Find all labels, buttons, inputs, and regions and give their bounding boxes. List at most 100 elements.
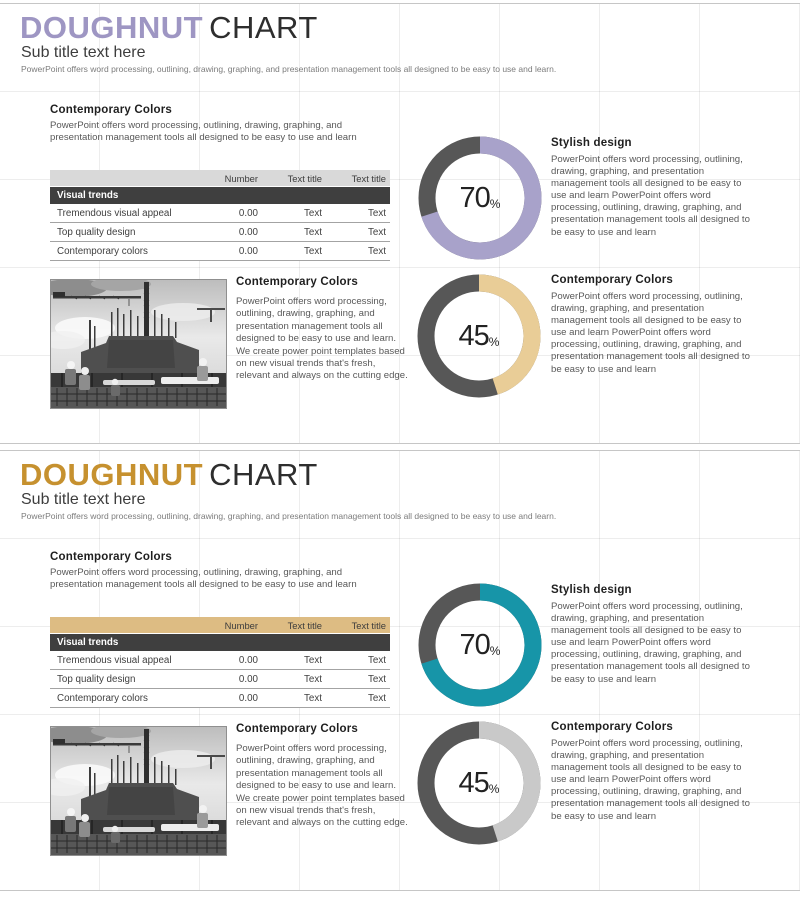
- donut-text-block: Stylish design PowerPoint offers word pr…: [551, 584, 758, 686]
- donut-block-body: PowerPoint offers word processing, outli…: [551, 154, 750, 238]
- table-cell: Contemporary colors: [57, 692, 148, 704]
- table-header-cell: Number: [224, 172, 258, 184]
- table-cell: Tremendous visual appeal: [57, 654, 172, 666]
- page-title: DOUGHNUT CHART: [20, 10, 318, 46]
- photo-block-heading: Contemporary Colors: [236, 276, 359, 288]
- table-cell: Text: [368, 226, 386, 238]
- table-section-row: Visual trends: [50, 633, 390, 651]
- table-header-cell: Text title: [287, 619, 322, 631]
- percent-sign: %: [488, 782, 500, 796]
- slide-separator: [0, 444, 800, 450]
- subtitle: Sub title text here: [21, 44, 146, 61]
- left-section-heading: Contemporary Colors: [50, 551, 173, 563]
- doughnut-center-label: 45%: [417, 721, 541, 845]
- photo-block-body: PowerPoint offers word processing, outli…: [236, 296, 408, 382]
- table-section-row: Visual trends: [50, 186, 390, 204]
- table-cell: Text: [368, 245, 386, 257]
- donut-text-block: Stylish design PowerPoint offers word pr…: [551, 137, 758, 239]
- table-section-label: Visual trends: [57, 637, 119, 648]
- table-cell: Top quality design: [57, 673, 136, 685]
- table-cell: Text: [304, 226, 322, 238]
- percent-sign: %: [488, 335, 500, 349]
- table-cell: Tremendous visual appeal: [57, 207, 172, 219]
- construction-photo: [50, 279, 227, 409]
- subtitle: Sub title text here: [21, 491, 146, 508]
- table-cell: 0.00: [238, 245, 258, 257]
- photo-text-block: Contemporary Colors PowerPoint offers wo…: [236, 723, 410, 830]
- doughnut-chart-45: 45%: [417, 721, 541, 845]
- doughnut-value: 70: [459, 628, 491, 661]
- title-rest-word: CHART: [209, 457, 318, 492]
- table-row: Contemporary colors 0.00 Text Text: [50, 689, 390, 708]
- table-cell: 0.00: [238, 226, 258, 238]
- doughnut-value-ring: [418, 136, 542, 260]
- title-accent-word: DOUGHNUT: [20, 10, 204, 45]
- table-header-cell: Text title: [351, 172, 386, 184]
- table-row: Top quality design 0.00 Text Text: [50, 670, 390, 689]
- table-row: Contemporary colors 0.00 Text Text: [50, 242, 390, 261]
- donut-block-body: PowerPoint offers word processing, outli…: [551, 291, 750, 375]
- doughnut-value: 45: [458, 319, 490, 352]
- doughnut-chart-70: 70%: [418, 583, 542, 707]
- doughnut-value-ring: [418, 583, 542, 707]
- doughnut-center-label: 70%: [418, 136, 542, 260]
- data-table: Number Text title Text title Visual tren…: [50, 617, 390, 708]
- table-cell: Text: [304, 654, 322, 666]
- percent-sign: %: [489, 197, 501, 211]
- doughnut-chart-70: 70%: [418, 136, 542, 260]
- title-accent-word: DOUGHNUT: [20, 457, 204, 492]
- table-cell: Text: [304, 207, 322, 219]
- doughnut-value-ring: [417, 721, 541, 845]
- doughnut-value-ring: [417, 274, 541, 398]
- table-cell: Text: [368, 673, 386, 685]
- table-section-label: Visual trends: [57, 190, 119, 201]
- table-cell: 0.00: [238, 207, 258, 219]
- table-header-row: Number Text title Text title: [50, 170, 390, 186]
- donut-block-heading: Stylish design: [551, 137, 632, 149]
- data-table: Number Text title Text title Visual tren…: [50, 170, 390, 261]
- table-row: Tremendous visual appeal 0.00 Text Text: [50, 651, 390, 670]
- slide-description: PowerPoint offers word processing, outli…: [21, 511, 557, 521]
- table-cell: Text: [368, 654, 386, 666]
- donut-text-block: Contemporary Colors PowerPoint offers wo…: [551, 274, 758, 376]
- table-header-cell: Text title: [287, 172, 322, 184]
- slide-description: PowerPoint offers word processing, outli…: [21, 64, 557, 74]
- table-row: Top quality design 0.00 Text Text: [50, 223, 390, 242]
- photo-block-body: PowerPoint offers word processing, outli…: [236, 743, 408, 829]
- table-cell: Text: [368, 207, 386, 219]
- left-section-heading: Contemporary Colors: [50, 104, 173, 116]
- table-cell: Text: [304, 692, 322, 704]
- table-cell: 0.00: [238, 654, 258, 666]
- photo-block-heading: Contemporary Colors: [236, 723, 359, 735]
- donut-text-block: Contemporary Colors PowerPoint offers wo…: [551, 721, 758, 823]
- table-cell: Text: [368, 692, 386, 704]
- doughnut-chart-45: 45%: [417, 274, 541, 398]
- donut-block-body: PowerPoint offers word processing, outli…: [551, 738, 750, 822]
- donut-block-body: PowerPoint offers word processing, outli…: [551, 601, 750, 685]
- left-section-body: PowerPoint offers word processing, outli…: [50, 120, 357, 143]
- slide-doughnut-chart-gold: DOUGHNUT CHART Sub title text here PowerP…: [0, 450, 800, 891]
- table-header-cell: Number: [224, 619, 258, 631]
- table-row: Tremendous visual appeal 0.00 Text Text: [50, 204, 390, 223]
- title-rest-word: CHART: [209, 10, 318, 45]
- doughnut-value: 70: [459, 181, 491, 214]
- donut-block-heading: Contemporary Colors: [551, 721, 674, 733]
- table-cell: Text: [304, 245, 322, 257]
- left-section-body: PowerPoint offers word processing, outli…: [50, 567, 357, 590]
- table-header-cell: Text title: [351, 619, 386, 631]
- construction-photo: [50, 726, 227, 856]
- doughnut-center-label: 45%: [417, 274, 541, 398]
- table-cell: Contemporary colors: [57, 245, 148, 257]
- table-cell: 0.00: [238, 692, 258, 704]
- doughnut-value: 45: [458, 766, 490, 799]
- donut-block-heading: Stylish design: [551, 584, 632, 596]
- photo-text-block: Contemporary Colors PowerPoint offers wo…: [236, 276, 410, 383]
- slide-doughnut-chart-purple: DOUGHNUT CHART Sub title text here PowerP…: [0, 3, 800, 444]
- page-title: DOUGHNUT CHART: [20, 457, 318, 493]
- table-header-row: Number Text title Text title: [50, 617, 390, 633]
- percent-sign: %: [489, 644, 501, 658]
- table-cell: 0.00: [238, 673, 258, 685]
- doughnut-center-label: 70%: [418, 583, 542, 707]
- donut-block-heading: Contemporary Colors: [551, 274, 674, 286]
- table-cell: Text: [304, 673, 322, 685]
